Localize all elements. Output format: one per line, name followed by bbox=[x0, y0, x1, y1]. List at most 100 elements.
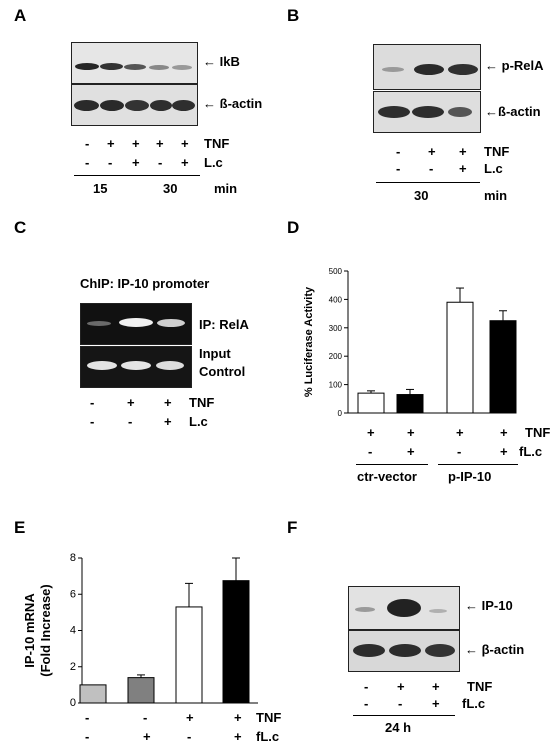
c-lc-sign: - bbox=[128, 414, 133, 429]
ip-rela-label: IP: RelA bbox=[199, 317, 249, 332]
d-tnf-sign: + bbox=[456, 425, 464, 440]
e-tnf-sign: + bbox=[186, 710, 194, 725]
panel-label-b: B bbox=[287, 6, 300, 25]
bar bbox=[396, 394, 424, 414]
c-tnf-sign: + bbox=[164, 395, 172, 410]
a-tnf-sign: + bbox=[181, 136, 189, 151]
b-time-30: 30 bbox=[414, 188, 429, 203]
b-lc-sign: - bbox=[429, 161, 434, 176]
a-lc-sign: - bbox=[158, 155, 163, 170]
a-lc-sign: + bbox=[181, 155, 189, 170]
a-lc-sign: - bbox=[108, 155, 113, 170]
y-tick-label: 6 bbox=[70, 588, 76, 600]
bar bbox=[357, 392, 385, 414]
y-tick-label: 0 bbox=[70, 697, 76, 709]
beta-actin-blot-f bbox=[348, 630, 460, 672]
f-tnf-sign: - bbox=[364, 679, 369, 694]
y-tick-label: 500 bbox=[329, 267, 343, 276]
f-tnf-sign: + bbox=[432, 679, 440, 694]
y-tick-label: 4 bbox=[70, 625, 76, 637]
d-tnf-sign: + bbox=[407, 425, 415, 440]
d-group-p-ip-10: p-IP-10 bbox=[448, 469, 492, 484]
d-flc-sign: - bbox=[457, 444, 462, 459]
f-tnf-label: TNF bbox=[467, 679, 493, 694]
a-time-15: 15 bbox=[93, 181, 108, 196]
e-flc-sign: + bbox=[143, 729, 151, 744]
b-tnf-sign: + bbox=[459, 144, 467, 159]
e-tnf-sign: - bbox=[85, 710, 90, 725]
f-flc-label: fL.c bbox=[462, 696, 486, 711]
d-tnf-sign: + bbox=[367, 425, 375, 440]
a-tnf-sign: + bbox=[107, 136, 115, 151]
a-tnf-sign: + bbox=[132, 136, 140, 151]
bar bbox=[175, 606, 203, 704]
y-tick-label: 100 bbox=[329, 381, 343, 390]
a-tnf-label: TNF bbox=[204, 136, 230, 151]
bar bbox=[79, 684, 107, 704]
c-lc-sign: + bbox=[164, 414, 172, 429]
b-tnf-label: TNF bbox=[484, 144, 510, 159]
f-flc-sign: - bbox=[398, 696, 403, 711]
a-group-line-30 bbox=[148, 175, 200, 176]
c-lc-label: L.c bbox=[189, 414, 208, 429]
f-flc-sign: - bbox=[364, 696, 369, 711]
ip10-mrna-chart: 0 2 4 6 8 IP-10 mRNA (Fold Increase) bbox=[22, 552, 258, 709]
ikb-blot bbox=[71, 42, 198, 84]
d-group-line-pip10 bbox=[438, 464, 518, 465]
c-tnf-sign: + bbox=[127, 395, 135, 410]
b-lc-sign: - bbox=[396, 161, 401, 176]
y-tick-label: 2 bbox=[70, 661, 76, 673]
y-axis-label: (Fold Increase) bbox=[38, 584, 53, 676]
b-lc-label: L.c bbox=[484, 161, 503, 176]
e-flc-sign: + bbox=[234, 729, 242, 744]
y-axis-label: % Luciferase Activity bbox=[303, 286, 315, 397]
a-time-unit: min bbox=[214, 181, 238, 196]
beta-actin-label-f: β-actin bbox=[465, 642, 524, 657]
c-lc-sign: - bbox=[90, 414, 95, 429]
y-tick-label: 8 bbox=[70, 552, 76, 564]
y-tick-label: 200 bbox=[329, 352, 343, 361]
d-group-ctr-vector: ctr-vector bbox=[357, 469, 417, 484]
f-time-line bbox=[353, 715, 455, 716]
panel-label-a: A bbox=[14, 6, 27, 25]
panel-label-e: E bbox=[14, 518, 26, 537]
e-flc-label: fL.c bbox=[256, 729, 280, 744]
b-time-unit: min bbox=[484, 188, 508, 203]
p-rela-label: p-RelA bbox=[485, 58, 544, 73]
d-tnf-sign: + bbox=[500, 425, 508, 440]
d-flc-sign: - bbox=[368, 444, 373, 459]
bar bbox=[222, 580, 250, 704]
d-flc-sign: + bbox=[407, 444, 415, 459]
f-tnf-sign: + bbox=[397, 679, 405, 694]
e-tnf-sign: + bbox=[234, 710, 242, 725]
a-lc-sign: + bbox=[132, 155, 140, 170]
control-label: Control bbox=[199, 364, 246, 379]
luciferase-chart: 0 100 200 300 400 500 % Luciferase Activity bbox=[303, 267, 517, 418]
a-tnf-sign: - bbox=[85, 136, 90, 151]
chip-title: ChIP: IP-10 promoter bbox=[80, 276, 210, 291]
beta-actin-label-a: ß-actin bbox=[203, 96, 262, 111]
a-tnf-sign: + bbox=[156, 136, 164, 151]
bar bbox=[127, 677, 155, 704]
y-tick-label: 300 bbox=[329, 324, 343, 333]
a-group-line-15 bbox=[74, 175, 148, 176]
a-lc-sign: - bbox=[85, 155, 90, 170]
input-label: Input bbox=[199, 346, 231, 361]
f-time-label: 24 h bbox=[385, 720, 412, 735]
b-tnf-sign: + bbox=[428, 144, 436, 159]
e-tnf-sign: - bbox=[143, 710, 148, 725]
y-axis-label: IP-10 mRNA bbox=[22, 593, 37, 668]
d-group-line-ctr bbox=[356, 464, 428, 465]
d-flc-label: fL.c bbox=[519, 444, 543, 459]
ip-rela-gel bbox=[80, 303, 192, 345]
f-flc-sign: + bbox=[432, 696, 440, 711]
y-tick-label: 400 bbox=[329, 295, 343, 304]
e-tnf-label: TNF bbox=[256, 710, 282, 725]
c-tnf-label: TNF bbox=[189, 395, 215, 410]
b-lc-sign: + bbox=[459, 161, 467, 176]
e-flc-sign: - bbox=[85, 729, 90, 744]
panel-label-c: C bbox=[14, 218, 27, 237]
e-flc-sign: - bbox=[187, 729, 192, 744]
panel-label-f: F bbox=[287, 518, 298, 537]
ikb-label: IkB bbox=[203, 54, 240, 69]
